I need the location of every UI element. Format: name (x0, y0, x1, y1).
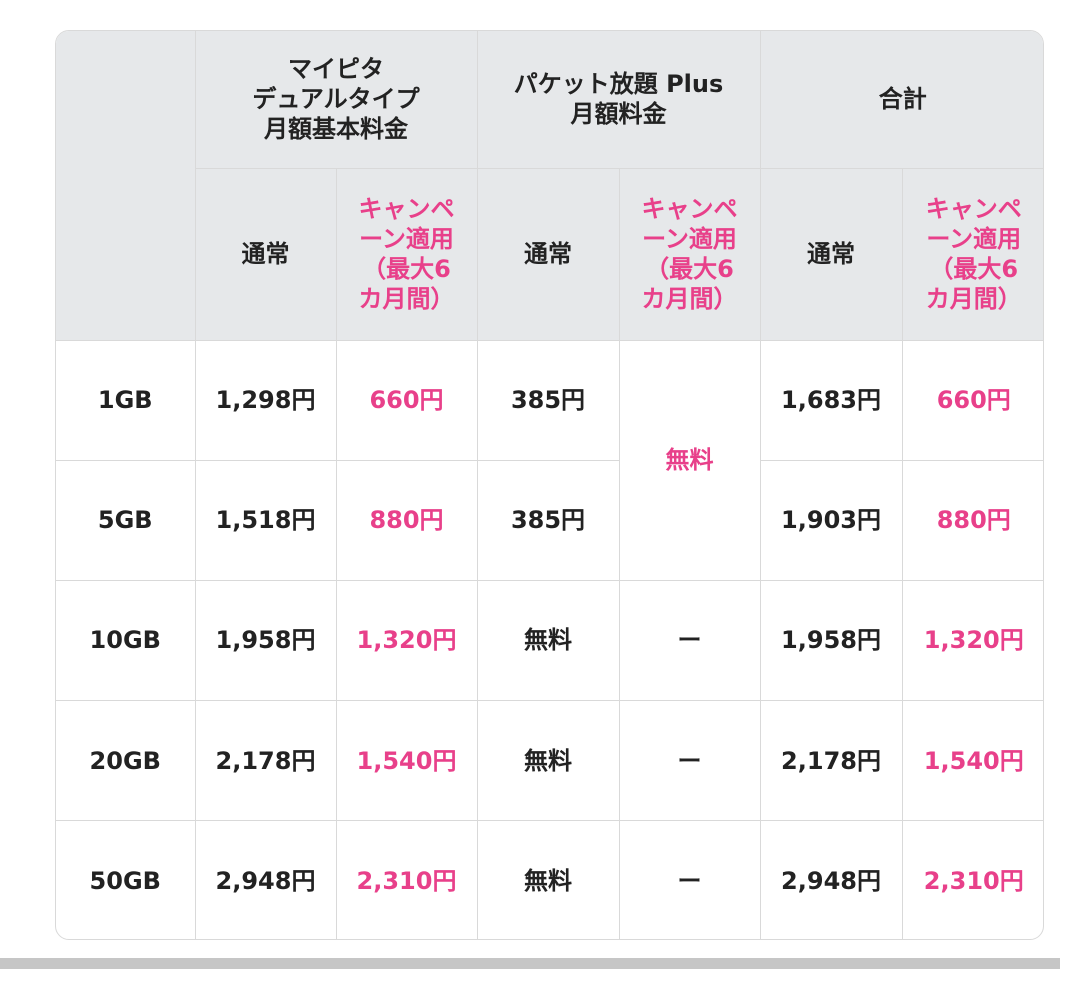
table-row: 20GB 2,178円 1,540円 無料 ー 2,178円 1,540円 (56, 700, 1043, 822)
total-campaign-cell: 2,310円 (901, 820, 1043, 939)
table-row: 10GB 1,958円 1,320円 無料 ー 1,958円 1,320円 (56, 579, 1043, 702)
mypita-normal-cell: 1,518円 (194, 459, 337, 581)
mypita-normal-cell: 1,298円 (194, 340, 337, 461)
mypita-campaign-cell: 880円 (335, 459, 478, 581)
mypita-normal-cell: 2,178円 (194, 700, 337, 822)
total-campaign-cell: 880円 (901, 459, 1043, 581)
mypita-normal-cell: 1,958円 (194, 579, 337, 702)
packet-normal-cell: 無料 (476, 820, 620, 939)
plan-cell: 5GB (56, 459, 196, 581)
mypita-campaign-cell: 2,310円 (335, 820, 478, 939)
mypita-campaign-cell: 1,320円 (335, 579, 478, 702)
total-campaign-cell: 1,320円 (901, 579, 1043, 702)
mypita-campaign-cell: 1,540円 (335, 700, 478, 822)
packet-normal-cell: 385円 (476, 340, 620, 461)
subheader-total-campaign: キャンペ ーン適用 （最大6 カ月間） (901, 167, 1043, 341)
packet-campaign-cell: ー (618, 820, 761, 939)
mypita-campaign-cell: 660円 (335, 340, 478, 461)
subheader-packet-normal: 通常 (476, 167, 620, 341)
pricing-table: マイピタ デュアルタイプ 月額基本料金 パケット放題 Plus 月額料金 合計 … (56, 31, 1043, 939)
subheader-mypita-campaign: キャンペ ーン適用 （最大6 カ月間） (335, 167, 478, 341)
packet-normal-cell: 無料 (476, 579, 620, 702)
total-campaign-cell: 1,540円 (901, 700, 1043, 822)
plan-cell: 50GB (56, 820, 196, 939)
header-packet-plus-fee: パケット放題 Plus 月額料金 (476, 31, 761, 169)
header-total: 合計 (759, 31, 1043, 169)
table-row: 5GB 1,518円 880円 385円 1,903円 880円 (56, 459, 1043, 581)
subheader-total-normal: 通常 (759, 167, 903, 341)
total-campaign-cell: 660円 (901, 340, 1043, 461)
total-normal-cell: 1,958円 (759, 579, 903, 702)
packet-campaign-free-cell: 無料 (618, 340, 761, 581)
total-normal-cell: 1,903円 (759, 459, 903, 581)
mypita-normal-cell: 2,948円 (194, 820, 337, 939)
packet-normal-cell: 385円 (476, 459, 620, 581)
total-normal-cell: 2,948円 (759, 820, 903, 939)
plan-cell: 1GB (56, 340, 196, 461)
pricing-table-container: マイピタ デュアルタイプ 月額基本料金 パケット放題 Plus 月額料金 合計 … (55, 30, 1044, 940)
packet-normal-cell: 無料 (476, 700, 620, 822)
plan-cell: 10GB (56, 579, 196, 702)
subheader-packet-campaign: キャンペ ーン適用 （最大6 カ月間） (618, 167, 761, 341)
plan-cell: 20GB (56, 700, 196, 822)
horizontal-scrollbar[interactable] (0, 958, 1060, 969)
header-mypita-base-fee: マイピタ デュアルタイプ 月額基本料金 (194, 31, 478, 169)
table-row: 50GB 2,948円 2,310円 無料 ー 2,948円 2,310円 (56, 820, 1043, 939)
packet-campaign-cell: ー (618, 579, 761, 702)
total-normal-cell: 1,683円 (759, 340, 903, 461)
total-normal-cell: 2,178円 (759, 700, 903, 822)
subheader-mypita-normal: 通常 (195, 167, 337, 341)
packet-campaign-cell: ー (618, 700, 761, 822)
table-row: 1GB 1,298円 660円 385円 無料 1,683円 660円 (56, 340, 1043, 581)
header-corner-cell (56, 31, 196, 341)
